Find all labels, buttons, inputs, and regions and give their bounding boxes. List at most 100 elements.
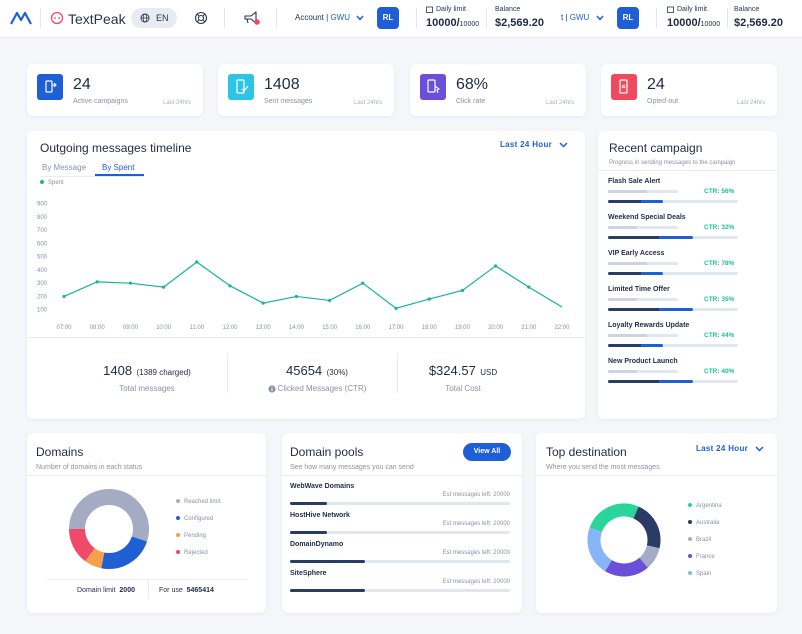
divider [486, 8, 487, 28]
pool-name[interactable]: DomainDynamo [290, 541, 344, 548]
stat-card-active-campaigns[interactable]: 24 Active campaigns Last 24hrs [27, 64, 203, 116]
card-subtitle: Progress in sending messages to the camp… [609, 160, 736, 166]
donut-slice[interactable] [586, 502, 663, 579]
donut-slice[interactable] [69, 489, 149, 569]
data-point[interactable] [361, 281, 365, 285]
legend-item: France [688, 554, 715, 560]
donut-slice[interactable] [586, 502, 663, 579]
card-subtitle: See how many messages you can send [290, 464, 414, 471]
pool-name[interactable]: WebWave Domains [290, 483, 355, 490]
progress-bar-light [608, 190, 678, 193]
donut-slice[interactable] [586, 502, 663, 579]
progress-fill [608, 262, 647, 265]
donut-slice[interactable] [69, 489, 149, 569]
card-title: Domain pools [290, 445, 364, 459]
stat-timeframe: Last 24hrs [546, 100, 575, 106]
card-subtitle: Number of domains in each status [36, 464, 143, 471]
textpeak-logo-icon [10, 11, 32, 25]
campaign-name[interactable]: Limited Time Offer [608, 286, 670, 293]
x-tick-label: 21:00 [521, 325, 537, 331]
avatar[interactable]: RL [377, 7, 399, 29]
legend-dot [688, 520, 692, 525]
progress-fill [608, 190, 647, 193]
data-point[interactable] [128, 281, 132, 285]
legend-dot [176, 550, 180, 555]
data-point[interactable] [162, 285, 166, 289]
card-title: Domains [36, 445, 84, 459]
campaign-name[interactable]: New Product Launch [608, 358, 678, 365]
divider [227, 353, 228, 393]
y-tick-label: 700 [37, 228, 48, 234]
pool-estimate: Est messages left: 20000 [442, 579, 510, 585]
data-point[interactable] [294, 294, 298, 299]
tab-by-message[interactable]: By Message [42, 163, 87, 172]
data-point[interactable] [195, 260, 199, 264]
megaphone-notification-icon[interactable] [243, 10, 261, 26]
data-point[interactable] [394, 306, 398, 310]
daily-limit-value: 10000/10000 [426, 17, 480, 29]
summary-label: Total messages [119, 384, 175, 393]
campaign-icon [37, 74, 63, 100]
chevron-down-icon [596, 15, 604, 21]
legend-dot [688, 503, 692, 508]
timeframe-dropdown[interactable]: Last 24 Hour [500, 140, 568, 149]
language-selector[interactable]: EN [131, 8, 177, 28]
stat-card-sent-messages[interactable]: 1408 Sent messages Last 24hrs [218, 64, 394, 116]
support-lifebuoy-icon[interactable] [194, 11, 208, 25]
brand-chat-icon [50, 11, 64, 25]
summary-suffix: USD [480, 368, 498, 377]
campaign-name[interactable]: Loyalty Rewards Update [608, 322, 690, 329]
campaign-name[interactable]: VIP Early Access [608, 250, 665, 257]
data-point[interactable] [62, 294, 66, 299]
summary-suffix: (1389 charged) [136, 368, 191, 377]
progress-bar [608, 308, 738, 311]
y-tick-label: 100 [37, 308, 48, 314]
x-tick-label: 20:00 [488, 325, 504, 331]
progress-fill [290, 560, 365, 563]
divider [536, 475, 777, 476]
data-point[interactable] [261, 301, 265, 305]
info-icon[interactable] [267, 385, 276, 393]
active-tab-indicator [95, 174, 144, 176]
chevron-down-icon [755, 446, 764, 452]
campaign-ctr: CTR: 44% [704, 332, 735, 339]
messages-timeline-card: Outgoing messages timeline Last 24 Hour … [27, 131, 585, 419]
card-title: Outgoing messages timeline [40, 141, 192, 155]
progress-fill [290, 502, 328, 505]
data-point[interactable] [328, 298, 332, 303]
stat-card-click-rate[interactable]: 68% Click rate Last 24hrs [410, 64, 586, 116]
series-line-spent [63, 261, 563, 310]
campaign-name[interactable]: Flash Sale Alert [608, 178, 661, 185]
data-point[interactable] [95, 280, 99, 284]
campaign-name[interactable]: Weekend Special Deals [608, 214, 686, 221]
card-subtitle: Where you send the most messages [546, 464, 660, 471]
data-point[interactable] [228, 284, 232, 288]
tab-by-spent[interactable]: By Spent [102, 163, 135, 172]
x-tick-label: 19:00 [455, 325, 471, 331]
account-selector-duplicate[interactable]: t | GWU [561, 13, 604, 22]
x-tick-label: 14:00 [289, 325, 305, 331]
avatar[interactable]: RL [617, 7, 639, 29]
data-point[interactable] [527, 285, 531, 289]
progress-bar-light [608, 262, 678, 265]
timeframe-dropdown[interactable]: Last 24 Hour [696, 444, 764, 453]
legend-label: Reached limit [184, 499, 221, 505]
stat-card-opted-out[interactable]: 24 Opted-out Last 24hrs [601, 64, 777, 116]
pool-name[interactable]: SiteSphere [290, 570, 327, 577]
pool-progress-bar [290, 531, 510, 534]
view-all-button[interactable]: View All [463, 443, 511, 461]
y-tick-label: 200 [37, 294, 48, 300]
pool-name[interactable]: HostHive Network [290, 512, 350, 519]
y-tick-label: 900 [37, 202, 48, 208]
progress-bar [608, 272, 738, 275]
legend-label: Configured [184, 516, 214, 522]
account-selector[interactable]: Account | GWU [295, 13, 364, 22]
progress-fill [608, 308, 693, 311]
data-point[interactable] [494, 264, 498, 268]
data-point[interactable] [460, 288, 464, 293]
campaign-ctr: CTR: 35% [704, 296, 735, 303]
data-point[interactable] [427, 297, 431, 301]
x-tick-label: 10:00 [156, 325, 172, 331]
x-tick-label: 13:00 [256, 325, 272, 331]
legend-item: Rejected [176, 550, 208, 556]
